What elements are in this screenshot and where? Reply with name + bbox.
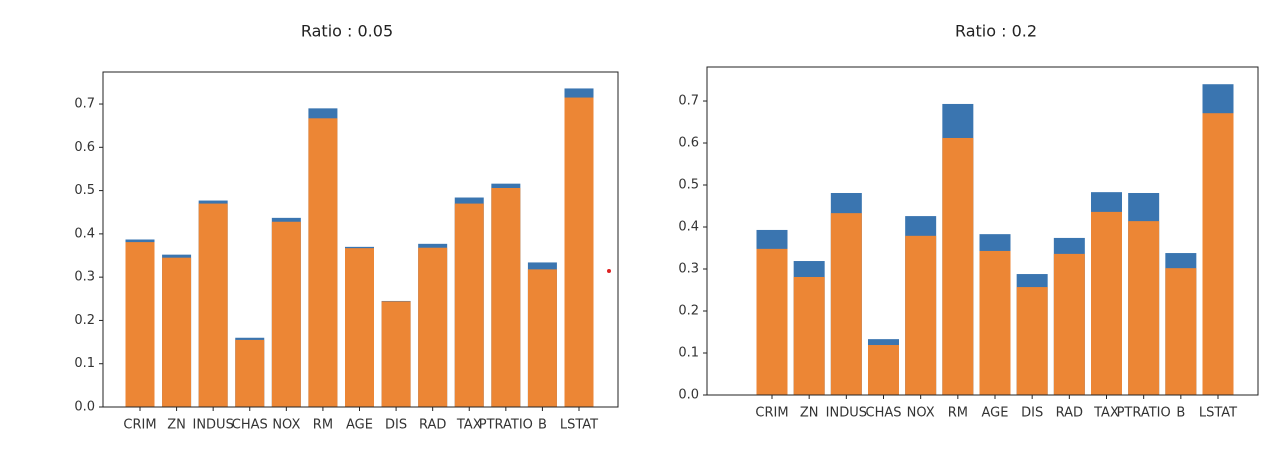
- x-tick-label: CRIM: [123, 418, 156, 433]
- chart-title: Ratio : 0.2: [955, 22, 1037, 41]
- bar: [942, 137, 974, 395]
- bar: [162, 257, 192, 407]
- y-tick-label: 0.3: [74, 270, 95, 285]
- y-tick-label: 0.4: [74, 226, 95, 241]
- y-tick-label: 0.4: [678, 220, 699, 235]
- x-tick-label: INDUS: [826, 406, 867, 421]
- x-tick-label: ZN: [167, 418, 186, 433]
- x-tick-label: TAX: [456, 418, 482, 433]
- bar: [905, 235, 937, 395]
- bar: [868, 345, 899, 395]
- x-tick-label: RAD: [419, 418, 446, 433]
- bar: [1091, 211, 1122, 395]
- y-tick-label: 0.7: [74, 97, 95, 112]
- bar: [1053, 253, 1085, 395]
- y-tick-label: 0.6: [678, 136, 699, 151]
- x-tick-label: ZN: [800, 406, 819, 421]
- x-tick-label: CHAS: [866, 406, 902, 421]
- axes-frame: [102, 71, 619, 408]
- y-tick-label: 0.2: [678, 304, 699, 319]
- bar: [830, 213, 862, 395]
- x-tick-label: PTRATIO: [479, 418, 533, 433]
- bar: [271, 221, 301, 407]
- y-tick-label: 0.7: [678, 94, 699, 109]
- x-tick-label: RM: [948, 406, 968, 421]
- bar: [381, 301, 411, 407]
- bar: [1128, 221, 1160, 395]
- bar: [491, 187, 521, 407]
- bar: [235, 339, 265, 407]
- x-tick-label: DIS: [385, 418, 407, 433]
- bar: [1202, 113, 1234, 396]
- y-tick-label: 0.0: [678, 388, 699, 403]
- x-tick-label: RAD: [1056, 406, 1083, 421]
- bar: [564, 97, 594, 407]
- bar: [1016, 287, 1048, 395]
- x-tick-label: LSTAT: [1199, 406, 1237, 421]
- bar: [418, 247, 448, 407]
- bar: [454, 203, 484, 407]
- y-tick-label: 0.5: [74, 183, 95, 198]
- y-tick-label: 0.2: [74, 313, 95, 328]
- bar: [345, 248, 374, 407]
- x-tick-label: INDUS: [192, 418, 233, 433]
- x-tick-label: NOX: [272, 418, 300, 433]
- x-tick-label: RM: [313, 418, 333, 433]
- bar: [527, 269, 557, 407]
- cursor-dot: [607, 269, 611, 273]
- x-tick-label: PTRATIO: [1117, 406, 1171, 421]
- y-tick-label: 0.1: [74, 356, 95, 371]
- x-tick-label: B: [1176, 406, 1185, 421]
- y-tick-label: 0.3: [678, 262, 699, 277]
- x-tick-label: CRIM: [755, 406, 788, 421]
- y-tick-label: 0.5: [678, 178, 699, 193]
- bar: [979, 250, 1011, 395]
- x-tick-label: TAX: [1093, 406, 1119, 421]
- y-tick-label: 0.1: [678, 346, 699, 361]
- x-tick-label: AGE: [346, 418, 373, 433]
- x-tick-label: AGE: [982, 406, 1009, 421]
- x-tick-label: B: [538, 418, 547, 433]
- x-tick-label: CHAS: [232, 418, 268, 433]
- x-tick-label: DIS: [1021, 406, 1043, 421]
- bar: [756, 248, 788, 395]
- bar: [793, 276, 825, 395]
- chart-title: Ratio : 0.05: [301, 22, 393, 41]
- bar: [308, 118, 338, 407]
- bar: [198, 203, 228, 407]
- x-tick-label: NOX: [907, 406, 935, 421]
- x-tick-label: LSTAT: [560, 418, 598, 433]
- y-tick-label: 0.6: [74, 140, 95, 155]
- y-tick-label: 0.0: [74, 400, 95, 415]
- bar: [125, 242, 155, 407]
- bar: [1165, 268, 1197, 395]
- axes-frame: [706, 66, 1259, 396]
